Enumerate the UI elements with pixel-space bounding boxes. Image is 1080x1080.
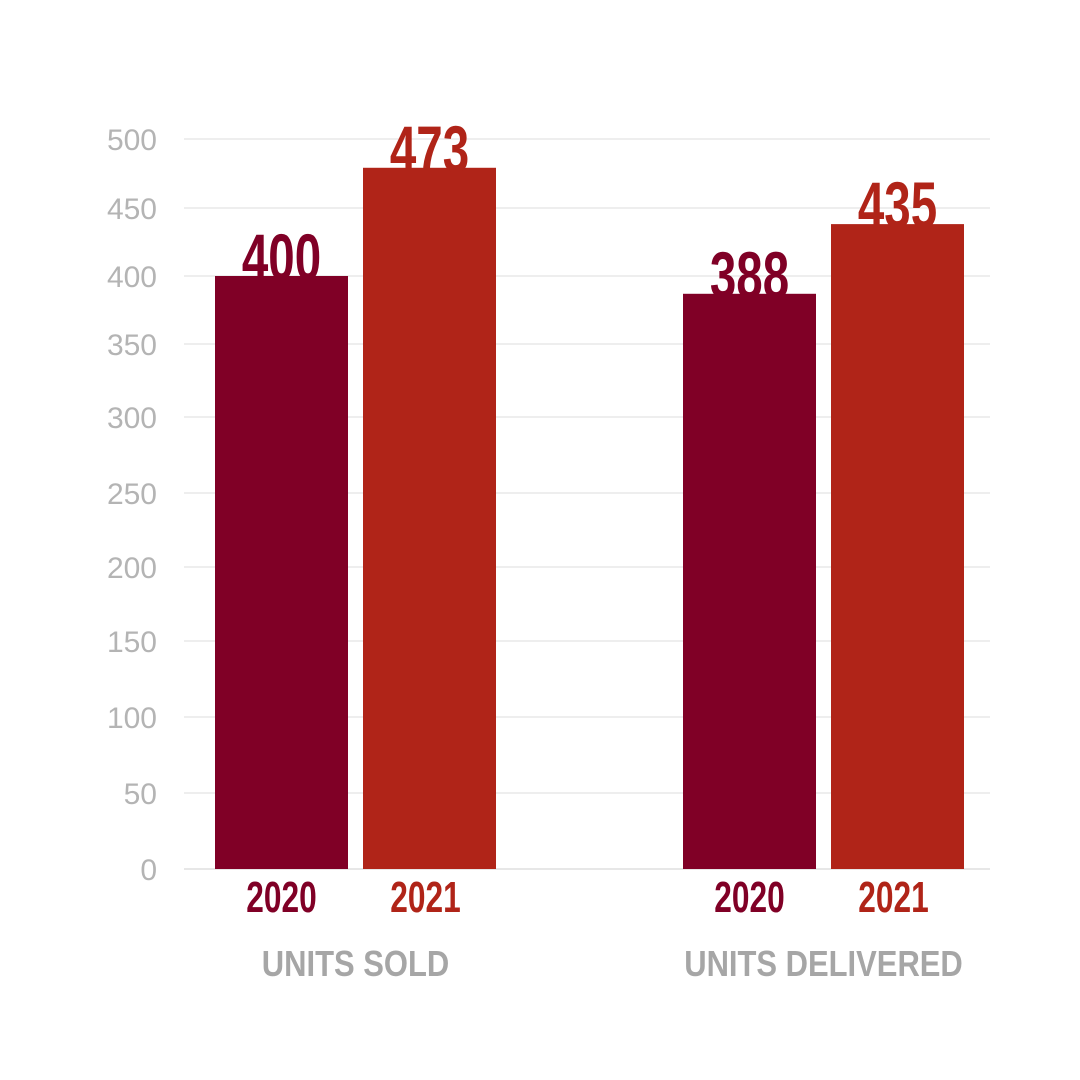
y-tick-label: 250 [107, 478, 157, 511]
data-label: 400 [242, 221, 321, 294]
data-label: 388 [710, 239, 789, 312]
x-tick-label: 2021 [390, 873, 460, 922]
y-tick-label: 0 [140, 854, 157, 887]
x-tick-label: 2021 [858, 873, 928, 922]
data-label: 435 [858, 170, 937, 243]
y-tick-label: 100 [107, 702, 157, 735]
x-tick-label: 2020 [714, 873, 784, 922]
y-tick-label: 400 [107, 261, 157, 294]
category-label: UNITS SOLD [262, 945, 449, 985]
y-tick-label: 500 [107, 124, 157, 157]
x-tick-label: 2020 [246, 873, 316, 922]
bar-2020 [215, 276, 348, 869]
category-label: UNITS DELIVERED [684, 945, 963, 985]
y-tick-label: 450 [107, 193, 157, 226]
y-tick-label: 200 [107, 552, 157, 585]
bar-2020 [683, 293, 816, 869]
data-label: 473 [390, 113, 469, 186]
y-tick-label: 350 [107, 329, 157, 362]
y-tick-label: 300 [107, 402, 157, 435]
y-tick-label: 150 [107, 626, 157, 659]
bar-2021 [363, 167, 496, 870]
y-tick-label: 50 [124, 778, 157, 811]
bar-2021 [831, 224, 964, 870]
